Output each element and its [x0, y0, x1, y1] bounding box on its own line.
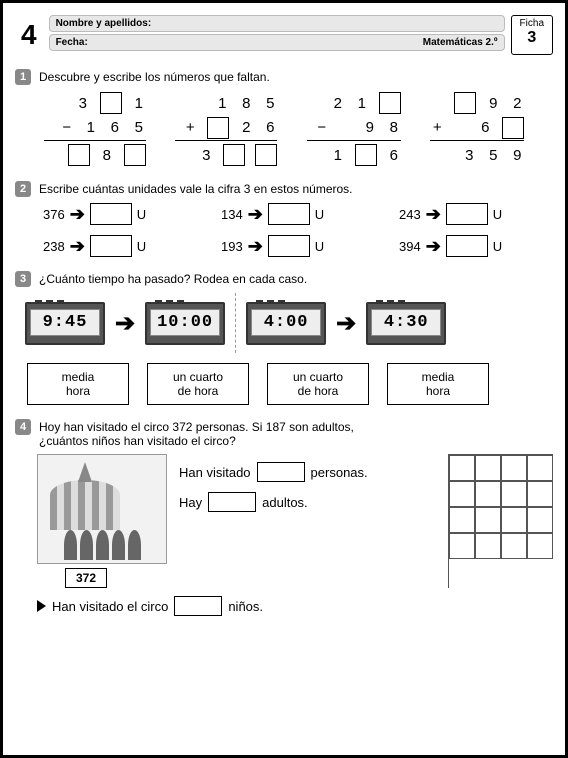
circus-illustration: 372 [37, 454, 167, 588]
question-1: 1 Descubre y escribe los números que falt… [15, 69, 553, 167]
digital-clock: 9:45 [25, 302, 105, 345]
answer-box[interactable] [90, 203, 132, 225]
worksheet-header: 4 Nombre y apellidos: Fecha: Matemáticas … [15, 15, 553, 55]
units-item: 243➔U [399, 203, 547, 225]
arithmetic-problem: 92+6359 [430, 91, 524, 167]
answer-box[interactable] [174, 596, 222, 616]
arrow-icon: ➔ [248, 204, 263, 225]
answer-box[interactable] [207, 117, 229, 139]
arrow-icon: ➔ [336, 309, 356, 338]
time-option[interactable]: mediahora [387, 363, 489, 405]
arrow-icon: ➔ [115, 309, 135, 338]
header-fields: Nombre y apellidos: Fecha: Matemáticas 2.… [49, 15, 505, 55]
name-label: Nombre y apellidos: [56, 18, 152, 29]
q2-badge: 2 [15, 181, 31, 197]
given-number: 372 [65, 568, 107, 588]
units-item: 376➔U [43, 203, 191, 225]
q4-text: Hoy han visitado el circo 372 personas. … [39, 419, 354, 448]
units-item: 134➔U [221, 203, 369, 225]
units-item: 394➔U [399, 235, 547, 257]
arrow-icon: ➔ [248, 236, 263, 257]
arrow-icon: ➔ [426, 236, 441, 257]
q1-badge: 1 [15, 69, 31, 85]
q3-badge: 3 [15, 271, 31, 287]
answer-box[interactable] [208, 492, 256, 512]
digital-clock: 10:00 [145, 302, 225, 345]
page-number: 4 [15, 15, 43, 55]
question-3: 3 ¿Cuánto tiempo ha pasado? Rodea en cada… [15, 271, 553, 405]
question-4: 4 Hoy han visitado el circo 372 personas.… [15, 419, 553, 616]
answer-box[interactable] [446, 235, 488, 257]
time-option[interactable]: un cuartode hora [267, 363, 369, 405]
question-2: 2 Escribe cuántas unidades vale la cifra … [15, 181, 553, 257]
arithmetic-problem: 185+263 [175, 91, 277, 167]
subject: Matemáticas 2.º [423, 37, 498, 48]
units-item: 238➔U [43, 235, 191, 257]
answer-box[interactable] [124, 144, 146, 166]
answer-box[interactable] [257, 462, 305, 482]
q2-text: Escribe cuántas unidades vale la cifra 3… [39, 181, 353, 196]
answer-box[interactable] [68, 144, 90, 166]
units-item: 193➔U [221, 235, 369, 257]
q1-text: Descubre y escribe los números que falta… [39, 69, 270, 84]
answer-box[interactable] [268, 235, 310, 257]
arithmetic-problem: 31−1658 [44, 91, 146, 167]
answer-box[interactable] [100, 92, 122, 114]
arithmetic-problem: 21−9816 [307, 91, 401, 167]
answer-box[interactable] [379, 92, 401, 114]
digital-clock: 4:30 [366, 302, 446, 345]
triangle-icon [37, 600, 46, 612]
answer-box[interactable] [454, 92, 476, 114]
time-option[interactable]: mediahora [27, 363, 129, 405]
q3-text: ¿Cuánto tiempo ha pasado? Rodea en cada … [39, 271, 307, 286]
answer-box[interactable] [355, 144, 377, 166]
arrow-icon: ➔ [70, 236, 85, 257]
answer-box[interactable] [446, 203, 488, 225]
arrow-icon: ➔ [70, 204, 85, 225]
digital-clock: 4:00 [246, 302, 326, 345]
work-grid[interactable] [448, 454, 553, 588]
answer-box[interactable] [255, 144, 277, 166]
time-option[interactable]: un cuartode hora [147, 363, 249, 405]
answer-box[interactable] [90, 235, 132, 257]
ficha-badge: Ficha3 [511, 15, 553, 55]
answer-box[interactable] [502, 117, 524, 139]
answer-box[interactable] [223, 144, 245, 166]
answer-box[interactable] [268, 203, 310, 225]
date-label: Fecha: [56, 37, 88, 48]
q4-blanks: Han visitadopersonas. Hayadultos. [179, 454, 436, 588]
q4-badge: 4 [15, 419, 31, 435]
arrow-icon: ➔ [426, 204, 441, 225]
